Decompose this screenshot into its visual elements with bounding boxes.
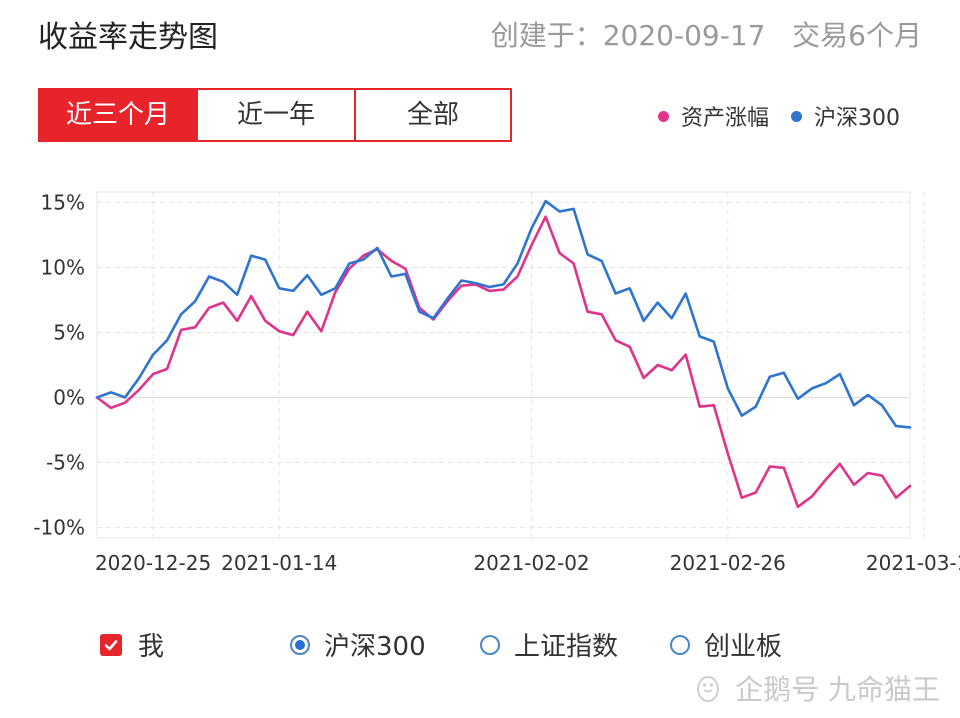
legend-item-asset: 资产涨幅 xyxy=(657,100,769,132)
x-tick-label: 2021-03-17 xyxy=(866,551,960,575)
legend-dot-asset xyxy=(657,110,669,122)
legend-label-asset: 资产涨幅 xyxy=(680,106,769,131)
page-title: 收益率走势图 xyxy=(38,20,218,55)
legend-label-hs300: 沪深300 xyxy=(814,106,900,131)
created-date: 创建于：2020-09-17 xyxy=(490,19,766,52)
period-tabs: 近三个月 近一年 全部 xyxy=(38,88,512,142)
series-line-hs300 xyxy=(95,199,912,429)
chart-legend: 资产涨幅 沪深300 xyxy=(636,100,900,132)
y-tick-label: -10% xyxy=(33,516,85,540)
series-line-asset xyxy=(95,215,912,509)
y-tick-label: 5% xyxy=(53,320,85,344)
created-info: 创建于：2020-09-17 交易6个月 xyxy=(491,14,922,54)
comparison-options: 我 沪深300 上证指数 创业板 xyxy=(0,626,960,672)
tab-one-year[interactable]: 近一年 xyxy=(196,90,354,140)
option-label-chinext: 创业板 xyxy=(704,632,783,662)
option-label-hs300: 沪深300 xyxy=(324,632,426,662)
legend-item-hs300: 沪深300 xyxy=(791,100,900,132)
y-tick-label: -5% xyxy=(46,451,85,475)
y-tick-label: 10% xyxy=(41,255,85,279)
tab-all[interactable]: 全部 xyxy=(354,90,510,140)
y-tick-label: 15% xyxy=(41,190,85,214)
option-me[interactable]: 我 xyxy=(100,626,164,663)
x-tick-label: 2020-12-25 xyxy=(95,551,211,575)
option-hs300[interactable]: 沪深300 xyxy=(290,626,426,663)
watermark-text: 企鹅号 九命猫王 xyxy=(735,673,940,706)
radio-empty-icon[interactable] xyxy=(670,634,690,655)
tab-three-months[interactable]: 近三个月 xyxy=(40,90,196,140)
x-tick-label: 2021-02-26 xyxy=(670,551,786,575)
trading-duration: 交易6个月 xyxy=(792,19,922,52)
checkbox-checked-icon[interactable] xyxy=(100,633,122,656)
radio-selected-icon[interactable] xyxy=(290,634,310,655)
option-label-shanghai: 上证指数 xyxy=(514,632,619,662)
radio-empty-icon[interactable] xyxy=(480,634,500,655)
x-tick-label: 2021-01-14 xyxy=(221,551,337,575)
option-chinext[interactable]: 创业板 xyxy=(670,626,782,663)
watermark: 企鹅号 九命猫王 xyxy=(693,668,940,708)
y-tick-label: 0% xyxy=(53,386,85,410)
plot-frame xyxy=(96,191,911,539)
return-chart: 15% 10% 5% 0% -5% -10% 2020-12-25 2021-01-14 202… xyxy=(33,190,960,575)
penguin-logo-icon xyxy=(697,676,720,702)
option-shanghai[interactable]: 上证指数 xyxy=(480,626,618,663)
option-label-me: 我 xyxy=(138,632,165,662)
legend-dot-hs300 xyxy=(791,110,802,122)
x-tick-label: 2021-02-02 xyxy=(473,551,589,575)
